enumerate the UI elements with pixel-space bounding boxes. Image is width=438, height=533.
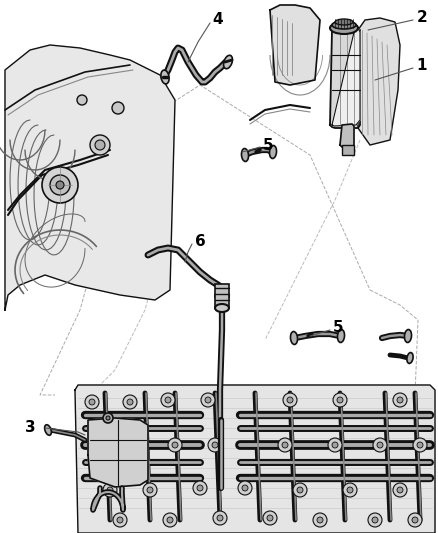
Circle shape bbox=[77, 95, 87, 105]
Circle shape bbox=[193, 481, 207, 495]
Circle shape bbox=[412, 517, 418, 523]
Circle shape bbox=[373, 438, 387, 452]
Circle shape bbox=[408, 513, 422, 527]
Circle shape bbox=[117, 517, 123, 523]
Circle shape bbox=[89, 399, 95, 405]
Circle shape bbox=[107, 487, 113, 493]
Bar bbox=[342, 145, 354, 155]
Circle shape bbox=[397, 487, 403, 493]
Ellipse shape bbox=[290, 332, 297, 344]
Circle shape bbox=[368, 513, 382, 527]
Ellipse shape bbox=[215, 304, 229, 312]
Circle shape bbox=[132, 445, 138, 451]
Circle shape bbox=[393, 483, 407, 497]
Ellipse shape bbox=[269, 146, 276, 158]
Ellipse shape bbox=[215, 291, 229, 301]
Circle shape bbox=[42, 167, 78, 203]
Circle shape bbox=[50, 175, 70, 195]
Polygon shape bbox=[270, 5, 320, 85]
Ellipse shape bbox=[404, 329, 412, 343]
Ellipse shape bbox=[223, 55, 233, 69]
Circle shape bbox=[267, 515, 273, 521]
Circle shape bbox=[217, 515, 223, 521]
Polygon shape bbox=[330, 28, 360, 128]
Ellipse shape bbox=[161, 70, 169, 84]
Circle shape bbox=[263, 511, 277, 525]
Circle shape bbox=[165, 397, 171, 403]
Circle shape bbox=[393, 393, 407, 407]
Circle shape bbox=[205, 397, 211, 403]
Circle shape bbox=[297, 487, 303, 493]
Polygon shape bbox=[332, 28, 360, 126]
Circle shape bbox=[172, 442, 178, 448]
Circle shape bbox=[347, 487, 353, 493]
Text: 3: 3 bbox=[25, 419, 35, 434]
Circle shape bbox=[143, 483, 157, 497]
Text: 5: 5 bbox=[263, 138, 273, 152]
Circle shape bbox=[328, 438, 342, 452]
Ellipse shape bbox=[335, 19, 353, 25]
Text: 6: 6 bbox=[194, 233, 205, 248]
Circle shape bbox=[197, 485, 203, 491]
Circle shape bbox=[106, 416, 110, 420]
Circle shape bbox=[113, 513, 127, 527]
Circle shape bbox=[278, 438, 292, 452]
Circle shape bbox=[238, 481, 252, 495]
Ellipse shape bbox=[337, 329, 345, 343]
Circle shape bbox=[313, 513, 327, 527]
Polygon shape bbox=[358, 18, 400, 145]
Circle shape bbox=[317, 517, 323, 523]
Circle shape bbox=[163, 513, 177, 527]
Circle shape bbox=[112, 102, 124, 114]
Circle shape bbox=[333, 393, 347, 407]
Circle shape bbox=[201, 393, 215, 407]
Circle shape bbox=[85, 395, 99, 409]
Circle shape bbox=[103, 483, 117, 497]
Circle shape bbox=[127, 399, 133, 405]
Circle shape bbox=[56, 181, 64, 189]
Circle shape bbox=[103, 413, 113, 423]
Circle shape bbox=[377, 442, 383, 448]
Polygon shape bbox=[88, 418, 148, 487]
Circle shape bbox=[293, 483, 307, 497]
Text: 2: 2 bbox=[417, 11, 427, 26]
Circle shape bbox=[397, 397, 403, 403]
Circle shape bbox=[413, 438, 427, 452]
Polygon shape bbox=[340, 124, 354, 148]
Circle shape bbox=[90, 135, 110, 155]
Circle shape bbox=[128, 441, 142, 455]
Circle shape bbox=[343, 483, 357, 497]
Circle shape bbox=[213, 511, 227, 525]
Circle shape bbox=[88, 441, 102, 455]
Text: 5: 5 bbox=[333, 320, 343, 335]
Circle shape bbox=[161, 393, 175, 407]
Ellipse shape bbox=[241, 149, 248, 161]
Circle shape bbox=[242, 485, 248, 491]
Circle shape bbox=[372, 517, 378, 523]
Circle shape bbox=[167, 517, 173, 523]
Polygon shape bbox=[75, 385, 435, 533]
Circle shape bbox=[337, 397, 343, 403]
Circle shape bbox=[92, 445, 98, 451]
Text: 1: 1 bbox=[417, 58, 427, 72]
Polygon shape bbox=[5, 45, 175, 310]
Circle shape bbox=[417, 442, 423, 448]
Circle shape bbox=[287, 397, 293, 403]
Circle shape bbox=[282, 442, 288, 448]
Circle shape bbox=[212, 442, 218, 448]
Circle shape bbox=[208, 438, 222, 452]
Circle shape bbox=[332, 442, 338, 448]
Circle shape bbox=[95, 140, 105, 150]
Circle shape bbox=[168, 438, 182, 452]
Ellipse shape bbox=[407, 352, 413, 364]
Bar bbox=[215, 284, 229, 308]
Ellipse shape bbox=[330, 22, 358, 34]
Circle shape bbox=[123, 395, 137, 409]
Text: 4: 4 bbox=[213, 12, 223, 28]
Circle shape bbox=[147, 487, 153, 493]
Circle shape bbox=[283, 393, 297, 407]
Ellipse shape bbox=[332, 21, 356, 29]
Ellipse shape bbox=[45, 425, 51, 435]
